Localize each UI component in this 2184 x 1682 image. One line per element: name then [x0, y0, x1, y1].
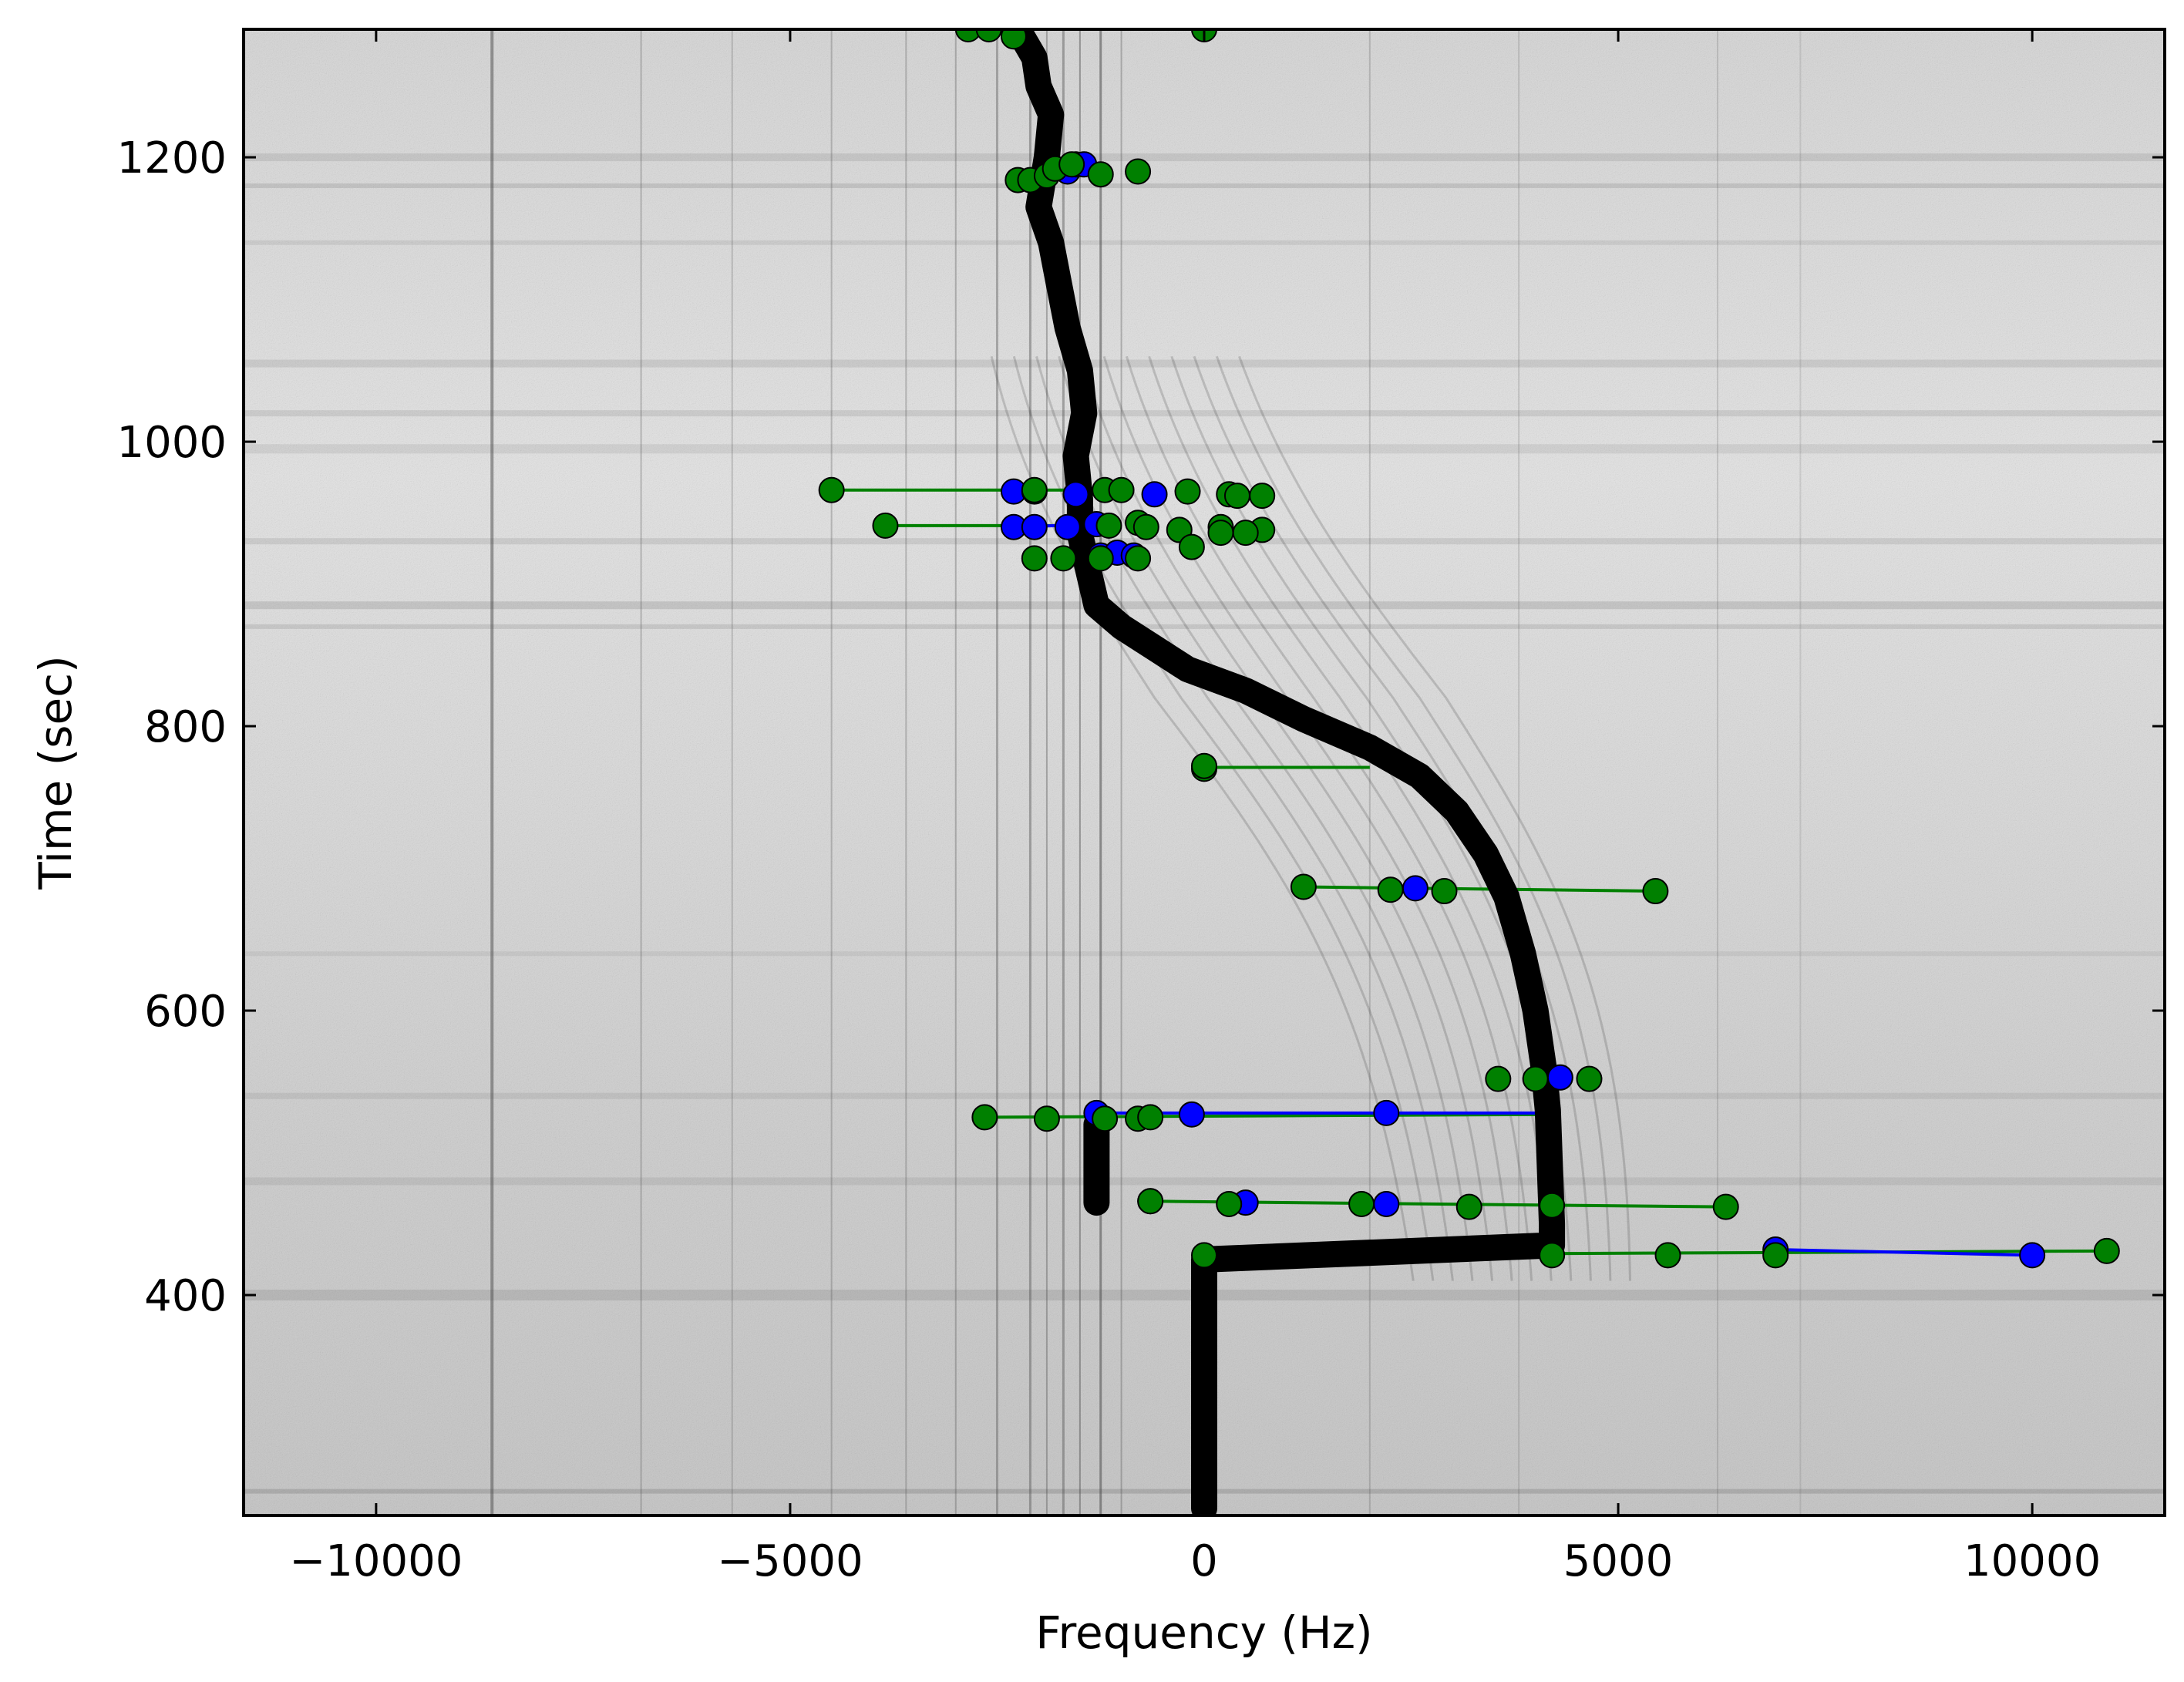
blue-point: [1402, 875, 1429, 902]
green-point: [1174, 478, 1201, 505]
green-point: [1539, 1192, 1566, 1219]
y-tick-label: 800: [144, 702, 227, 752]
green-point: [1207, 520, 1234, 547]
echo-arc: [1238, 355, 1631, 1281]
y-tick-label: 600: [144, 987, 227, 1037]
green-point: [1191, 752, 1217, 779]
horizontal-band: [244, 444, 2165, 454]
blue-point: [1062, 481, 1089, 508]
blue-point: [2019, 1242, 2046, 1269]
blue-point: [1021, 513, 1048, 540]
echo-arc: [990, 355, 1415, 1281]
green-point: [1348, 1190, 1375, 1217]
x-tick-label: 5000: [1563, 1536, 1674, 1586]
green-point: [1576, 1065, 1603, 1092]
green-point: [872, 512, 899, 539]
connector-line: [1303, 885, 1656, 893]
green-point: [1087, 161, 1114, 188]
y-tick-label: 400: [144, 1271, 227, 1321]
track-line: [1008, 29, 1566, 1515]
x-axis-label: Frequency (Hz): [1035, 1606, 1372, 1659]
echo-arc: [1125, 355, 1533, 1281]
green-point: [975, 29, 1002, 42]
green-point: [818, 476, 845, 503]
horizontal-band: [244, 601, 2165, 610]
horizontal-band: [244, 410, 2165, 417]
green-point: [1377, 876, 1404, 903]
horizontal-band: [244, 153, 2165, 162]
blue-point: [1141, 481, 1168, 508]
green-point: [2093, 1237, 2120, 1264]
green-point: [1712, 1193, 1739, 1220]
echo-arc: [1102, 355, 1513, 1281]
green-point: [1087, 545, 1114, 572]
echo-arc: [1148, 355, 1553, 1281]
blue-point: [1373, 1190, 1400, 1217]
x-axis-ticks: −10000 −5000 0 5000 10000: [289, 29, 2101, 1586]
echo-arc: [1058, 355, 1474, 1281]
echo-arc: [1215, 355, 1612, 1281]
plot-area: [242, 28, 2166, 1517]
green-point: [1125, 158, 1152, 185]
green-point: [954, 29, 981, 42]
green-point: [1021, 476, 1048, 503]
green-point: [1191, 1242, 1217, 1269]
green-point: [1431, 878, 1458, 905]
y-tick-label: 1000: [116, 418, 227, 468]
green-point: [1762, 1242, 1789, 1269]
blue-point: [1178, 1101, 1205, 1128]
green-point: [1021, 545, 1048, 572]
green-point: [1137, 1104, 1164, 1131]
green-point: [1058, 151, 1085, 178]
horizontal-band: [244, 538, 2165, 545]
connector-line: [984, 1112, 1548, 1119]
green-point: [1249, 483, 1276, 510]
green-point: [1095, 512, 1122, 539]
green-point: [1522, 1065, 1549, 1092]
green-point: [1232, 520, 1259, 547]
green-point: [1033, 1105, 1060, 1132]
echo-arc: [1080, 355, 1494, 1281]
x-tick-label: 10000: [1964, 1536, 2101, 1586]
x-tick-label: 0: [1190, 1536, 1218, 1586]
green-point: [1223, 483, 1250, 510]
green-point: [1178, 533, 1205, 560]
green-point: [971, 1104, 998, 1131]
horizontal-band: [244, 1092, 2165, 1099]
green-point: [1290, 873, 1317, 900]
horizontal-band: [244, 1177, 2165, 1186]
green-point: [1642, 878, 1669, 905]
green-point: [1137, 1188, 1164, 1215]
x-tick-label: −5000: [717, 1536, 863, 1586]
green-point: [1092, 1105, 1119, 1132]
horizontal-band: [244, 240, 2165, 245]
horizontal-band: [244, 359, 2165, 368]
y-tick-label: 1200: [116, 133, 227, 183]
green-point: [1108, 476, 1135, 503]
green-point: [1125, 545, 1152, 572]
green-point: [1000, 29, 1027, 50]
blue-point: [1054, 513, 1081, 540]
green-point: [1654, 1242, 1681, 1269]
green-point: [1485, 1065, 1512, 1092]
green-point: [1455, 1193, 1482, 1220]
data-marks: [818, 29, 2120, 1515]
green-point: [1539, 1242, 1566, 1269]
connector-line: [1775, 1247, 2033, 1257]
y-axis-ticks: 400 600 800 1000 1200: [116, 133, 2165, 1321]
horizontal-band: [244, 624, 2165, 629]
horizontal-band: [244, 183, 2165, 188]
y-axis-label: Time (sec): [29, 655, 82, 890]
green-point: [1216, 1190, 1243, 1217]
echo-arc: [1035, 355, 1454, 1281]
x-tick-label: −10000: [289, 1536, 463, 1586]
green-point: [1050, 545, 1077, 572]
horizontal-band: [244, 951, 2165, 957]
blue-point: [1373, 1099, 1400, 1126]
green-point: [1132, 513, 1159, 540]
blue-point: [1546, 1064, 1573, 1091]
